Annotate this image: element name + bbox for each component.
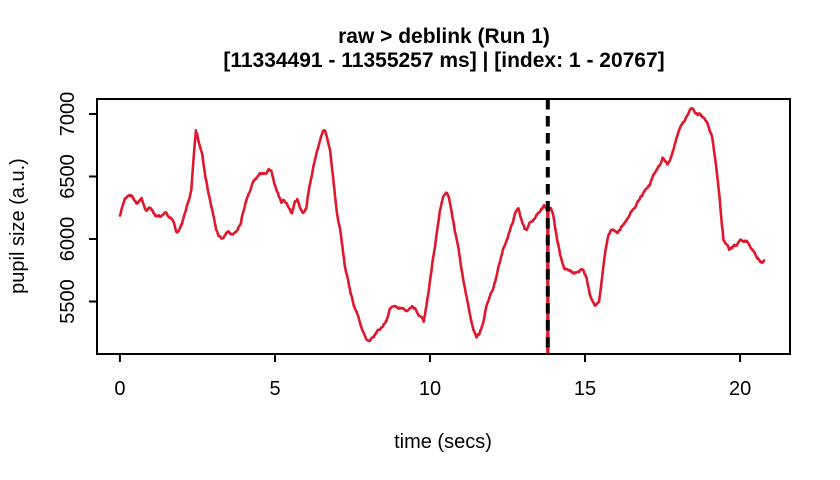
- y-tick-label: 7000: [57, 92, 79, 137]
- pupil-trace-line: [118, 106, 766, 343]
- plot-subtitle: [11334491 - 11355257 ms] | [index: 1 - 2…: [223, 49, 665, 72]
- plot-title-block: raw > deblink (Run 1) [11334491 - 113552…: [97, 25, 791, 73]
- y-tick-label: 6500: [57, 154, 79, 199]
- y-axis-label: pupil size (a.u.): [7, 158, 29, 294]
- x-tick-label: 5: [269, 378, 280, 400]
- x-tick-label: 0: [114, 378, 125, 400]
- x-axis-label: time (secs): [394, 431, 492, 453]
- plot-title: raw > deblink (Run 1): [338, 25, 550, 48]
- y-tick-label: 5500: [57, 279, 79, 324]
- x-tick-label: 20: [729, 378, 751, 400]
- plot-border: [96, 98, 791, 355]
- y-tick-label: 6000: [57, 217, 79, 262]
- x-tick-label: 10: [419, 378, 441, 400]
- x-tick-label: 15: [574, 378, 596, 400]
